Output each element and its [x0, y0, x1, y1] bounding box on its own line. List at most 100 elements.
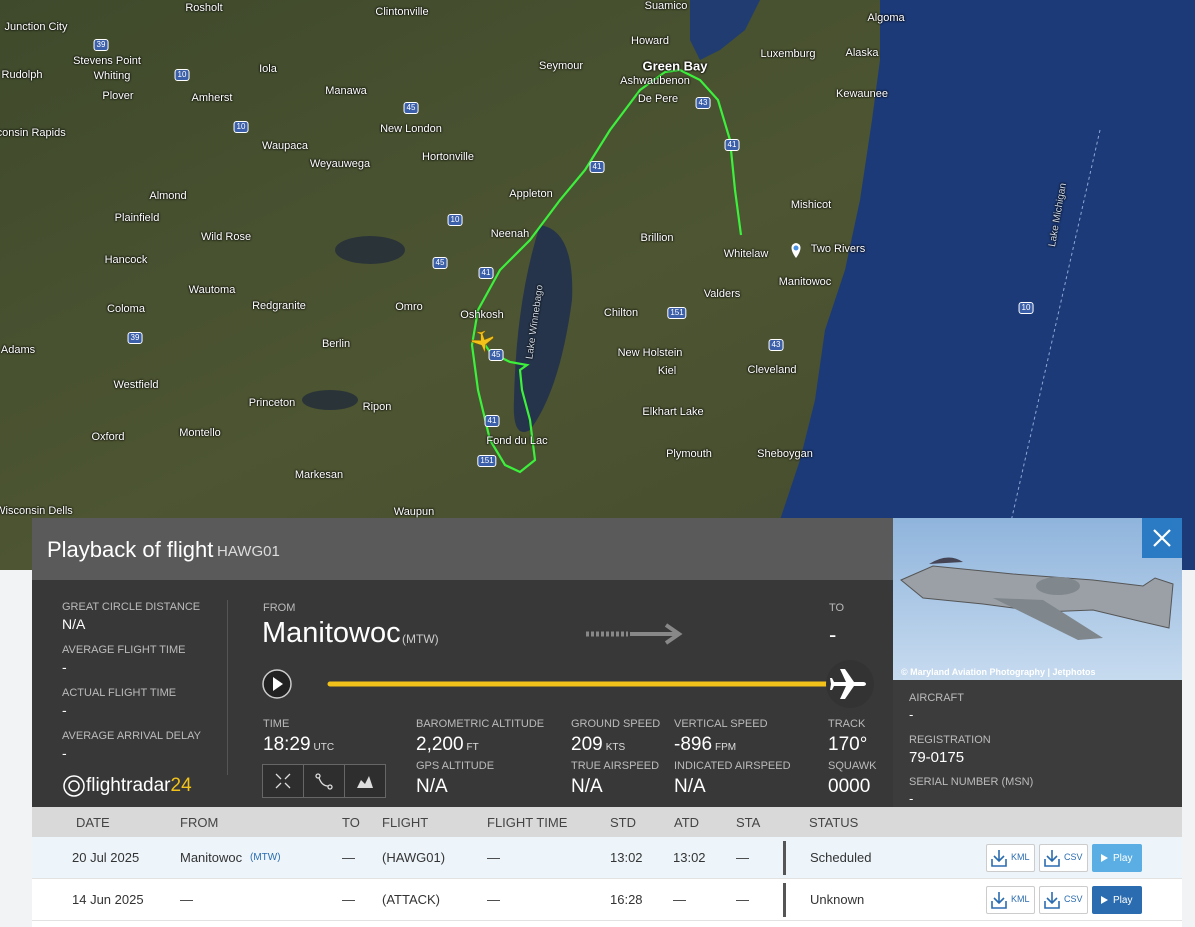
stat-value: -	[62, 659, 67, 675]
status-bar	[783, 841, 786, 875]
map-place: Kewaunee	[836, 88, 888, 100]
table-header	[32, 807, 1182, 837]
play-row-button[interactable]: Play	[1092, 886, 1142, 914]
aircraft-value: -	[909, 791, 914, 806]
panel-header: Playback of flight HAWG01	[32, 518, 893, 580]
view-buttons	[262, 764, 386, 798]
map-place: Two Rivers	[810, 243, 866, 255]
logo-number: 24	[170, 775, 192, 796]
map-place: Algoma	[867, 12, 905, 24]
road-shield: 43	[768, 339, 784, 351]
metric-value: 0000	[828, 776, 871, 797]
csv-label: CSV	[1064, 894, 1083, 904]
photo-credit: © Maryland Aviation Photography | Jetpho…	[901, 667, 1096, 677]
map-place: Brillion	[640, 232, 674, 244]
map-place: Luxemburg	[760, 48, 816, 60]
map-place: Oshkosh	[460, 309, 504, 321]
csv-button[interactable]: CSV	[1039, 886, 1088, 914]
map-place: New Holstein	[617, 347, 683, 359]
road-shield: 41	[589, 161, 605, 173]
table-cell: 14 Jun 2025	[72, 892, 144, 907]
map-place: Suamico	[644, 0, 688, 12]
progress-handle[interactable]	[826, 660, 874, 708]
airport-code: (MTW)	[250, 852, 281, 863]
road-shield: 45	[432, 257, 448, 269]
kml-label: KML	[1011, 852, 1030, 862]
road-shield: 39	[127, 332, 143, 344]
route-button[interactable]	[315, 773, 333, 790]
route-arrow	[586, 623, 683, 645]
kml-button[interactable]: KML	[986, 844, 1035, 872]
map-place: Markesan	[294, 469, 344, 481]
metric-value: 18:29 UTC	[263, 734, 335, 755]
close-button[interactable]	[1142, 518, 1182, 558]
csv-label: CSV	[1064, 852, 1083, 862]
column-header: STATUS	[809, 815, 859, 830]
metric-label: TRACK	[828, 718, 866, 730]
road-shield: 10	[447, 214, 463, 226]
stat-value: -	[62, 745, 67, 761]
csv-button[interactable]: CSV	[1039, 844, 1088, 872]
play-button[interactable]	[262, 669, 292, 699]
map-place: Waupun	[393, 506, 435, 518]
metric-unit: FT	[466, 742, 479, 753]
column-header: FROM	[180, 815, 219, 830]
play-label: Play	[1113, 895, 1133, 906]
map-place: Valders	[703, 288, 741, 300]
road-shield: 10	[1018, 302, 1034, 314]
map-place: Berlin	[321, 338, 351, 350]
graph-button[interactable]	[357, 776, 373, 788]
from-label: FROM	[263, 602, 296, 614]
metric-unit: UTC	[313, 742, 335, 753]
aircraft-info	[893, 680, 1182, 807]
metric-value: N/A	[571, 776, 603, 797]
column-header: FLIGHT TIME	[487, 815, 568, 830]
play-row-button[interactable]: Play	[1092, 844, 1142, 872]
map-place: Clintonville	[375, 6, 429, 18]
map-place: Manitowoc	[778, 276, 832, 288]
airport-pin[interactable]	[791, 243, 801, 258]
map-place: Plover	[102, 90, 134, 102]
aircraft-value: -	[909, 707, 914, 722]
kml-button[interactable]: KML	[986, 886, 1035, 914]
road-shield: 39	[93, 39, 109, 51]
metric-unit: KTS	[605, 742, 626, 753]
map-place: Kiel	[657, 365, 677, 377]
metric-label: SQUAWK	[828, 760, 877, 772]
map-place: Omro	[395, 301, 423, 313]
map-place: Hancock	[104, 254, 148, 266]
road-shield: 41	[484, 415, 500, 427]
from-code: (MTW)	[402, 632, 439, 646]
map-place: Howard	[631, 35, 669, 47]
map-place: Adams	[0, 344, 36, 356]
metric-label: INDICATED AIRSPEED	[674, 760, 791, 772]
logo: flightradar24	[62, 774, 192, 798]
map-place: Hortonville	[422, 151, 474, 163]
table-cell: —	[487, 892, 500, 907]
table-cell: (HAWG01)	[382, 850, 446, 865]
map-place: Alaska	[845, 47, 879, 59]
from-city: Manitowoc	[262, 617, 401, 649]
map[interactable]	[0, 0, 1195, 570]
map-place: Sheboygan	[757, 448, 813, 460]
playback-bar	[262, 660, 874, 708]
map-place: Iola	[259, 63, 277, 75]
column-header: STA	[736, 815, 761, 830]
table-cell: Manitowoc	[180, 850, 243, 865]
aircraft-photo: © Maryland Aviation Photography | Jetpho…	[893, 518, 1182, 680]
table-cell: —	[342, 892, 355, 907]
road-shield: 151	[667, 307, 687, 319]
metric-unit: FPM	[715, 742, 737, 753]
panel-body	[32, 580, 893, 807]
metric-value: N/A	[674, 776, 706, 797]
map-place: Almond	[149, 190, 187, 202]
play-label: Play	[1113, 853, 1133, 864]
map-place: Appleton	[509, 188, 553, 200]
stat-value: -	[62, 702, 67, 718]
fullscreen-button[interactable]	[275, 773, 291, 789]
map-place: Fond du Lac	[486, 435, 548, 447]
aircraft-label: AIRCRAFT	[909, 692, 964, 704]
aircraft-icon[interactable]	[470, 329, 495, 354]
flight-number: HAWG01	[217, 543, 280, 560]
column-header: ATD	[674, 815, 700, 830]
